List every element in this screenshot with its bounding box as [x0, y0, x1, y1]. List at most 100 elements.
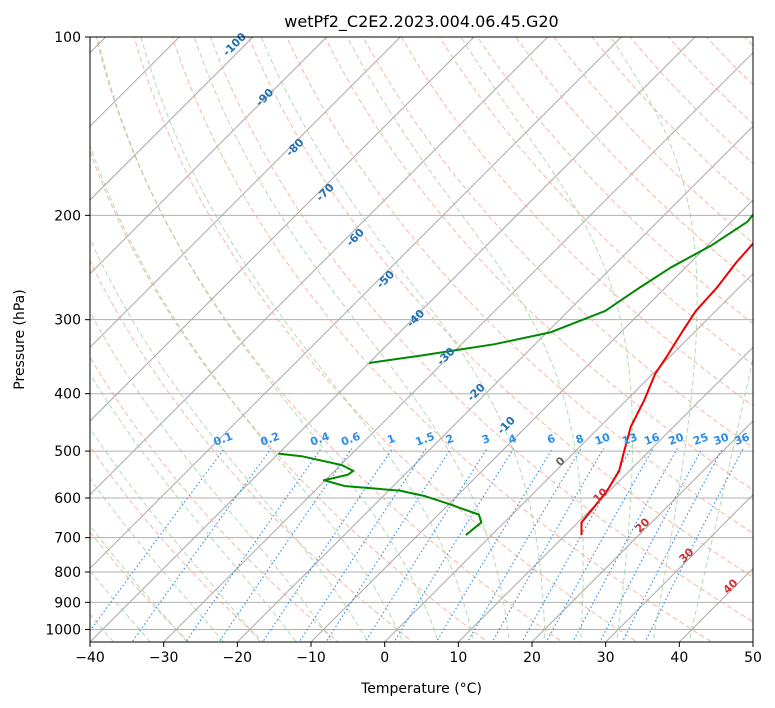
x-tick-label: 20 — [523, 650, 541, 666]
moist-adiabat-line — [90, 477, 225, 642]
dry-adiabat-line — [400, 37, 753, 407]
dry-adiabat-label: -30 — [434, 345, 457, 368]
isotherm-line — [90, 37, 254, 201]
dry-adiabat-label: -50 — [374, 268, 397, 291]
x-tick-label: 10 — [449, 650, 467, 666]
y-tick-label: 500 — [54, 444, 81, 460]
dry-adiabat-line — [438, 37, 753, 366]
moist-adiabat-line — [90, 237, 369, 642]
moist-adiabat-line — [90, 372, 297, 642]
moist-adiabat-line — [193, 37, 510, 642]
mixing-ratio-label: 0.2 — [259, 430, 282, 449]
dewpoint-profile — [278, 452, 483, 536]
x-tick-label: 50 — [744, 650, 762, 666]
isotherm-line — [752, 641, 753, 642]
x-tick-label: −20 — [223, 650, 253, 666]
mixing-ratio-label: 10 — [593, 430, 612, 448]
isotherm-line — [90, 37, 328, 275]
mixing-ratio-label: 30 — [712, 430, 731, 448]
dry-adiabat-label: -10 — [495, 414, 518, 437]
moist-adiabat-label: 40 — [721, 576, 741, 596]
moist-adiabat-line — [90, 524, 188, 642]
dry-adiabat-label: -70 — [314, 181, 337, 204]
y-tick-label: 400 — [54, 387, 81, 403]
moist-adiabat-line — [610, 37, 698, 642]
dry-adiabat-line — [209, 37, 753, 623]
mixing-ratio-line — [325, 448, 452, 642]
mixing-ratio-label: 1.5 — [414, 430, 437, 449]
mixing-ratio-line — [364, 448, 488, 642]
dry-adiabat-line — [744, 37, 753, 47]
temperature-profile — [580, 242, 753, 536]
dry-adiabat-line — [705, 37, 753, 86]
moist-adiabat-line — [260, 37, 546, 642]
dry-adiabat-line — [90, 445, 265, 642]
mixing-ratio-label: 0.6 — [339, 430, 362, 449]
mixing-ratio-line — [491, 448, 605, 642]
y-tick-label: 1000 — [45, 622, 81, 638]
dry-adiabat-line — [324, 37, 753, 491]
isotherm-line — [236, 125, 753, 642]
mixing-ratio-label: 8 — [574, 432, 586, 447]
dry-adiabat-label: -100 — [220, 30, 249, 59]
mixing-ratio-label: 13 — [620, 431, 639, 448]
moist-adiabat-line — [140, 37, 475, 642]
y-tick-label: 200 — [54, 208, 81, 224]
dry-adiabat-label: -80 — [283, 136, 306, 159]
mixing-ratio-label: 1 — [385, 432, 397, 447]
moist-adiabat-line — [90, 310, 333, 642]
mixing-ratio-label: 20 — [667, 430, 686, 448]
mixing-ratio-line — [599, 448, 703, 642]
y-tick-label: 900 — [54, 595, 81, 611]
mixing-ratio-line — [572, 448, 678, 642]
dry-adiabat-line — [90, 259, 414, 642]
moist-adiabat-label: 20 — [633, 515, 653, 535]
isotherm-line — [90, 37, 402, 349]
y-tick-label: 800 — [54, 565, 81, 581]
y-axis-title: Pressure (hPa) — [12, 289, 28, 389]
mixing-ratio-label: 0.4 — [309, 430, 332, 449]
x-tick-label: −40 — [75, 650, 105, 666]
dry-adiabat-line — [171, 37, 713, 642]
isotherm-line — [90, 37, 181, 128]
isotherm-line — [90, 37, 549, 496]
dry-adiabat-line — [90, 150, 489, 642]
isotherm-line — [604, 493, 753, 642]
moist-adiabat-line — [346, 37, 584, 642]
y-tick-label: 600 — [54, 491, 81, 507]
mixing-ratio-label: 16 — [642, 430, 661, 448]
moist-adiabat-line — [90, 144, 404, 642]
mixing-ratio-label: 0.1 — [212, 430, 235, 449]
mixing-ratio-label: 2 — [444, 432, 456, 447]
y-tick-label: 100 — [54, 30, 81, 46]
chart-title: wetPf2_C2E2.2023.004.06.45.G20 — [284, 12, 558, 32]
isotherm-line — [90, 37, 696, 642]
isotherm-line — [531, 420, 753, 642]
dry-adiabat-line — [90, 531, 190, 642]
mixing-ratio-line — [644, 448, 744, 642]
dry-adiabat-label: -90 — [253, 86, 276, 109]
x-tick-label: −10 — [296, 650, 326, 666]
axes: −40 −30 −20 −10 0 10 20 30 40 50 1000 900 800 700 600 5… — [45, 30, 762, 666]
dry-adiabat-line — [476, 37, 753, 325]
moist-adiabat-line — [90, 427, 261, 642]
x-tick-label: 40 — [670, 650, 688, 666]
moist-adiabat-line — [96, 37, 439, 642]
y-tick-label: 700 — [54, 531, 81, 547]
adiabat-labels: 0.1 0.2 0.4 0.6 1 1.5 2 3 4 6 8 10 13 16 20 25 30 36-100-… — [212, 30, 752, 597]
mixing-ratio-label: 4 — [507, 432, 519, 447]
y-tick-label: 300 — [54, 313, 81, 329]
dry-adiabat-label: -20 — [465, 381, 488, 404]
mixing-ratio-label: 36 — [733, 430, 752, 448]
mixing-ratio-line — [218, 448, 353, 642]
mixing-ratio-label: 3 — [480, 432, 492, 447]
mixing-ratio-line — [90, 448, 225, 632]
isotherm-line — [162, 51, 753, 642]
moist-adiabat-line — [90, 570, 152, 642]
dewpoint-upper-profile — [368, 213, 753, 364]
isotherm-line — [90, 37, 475, 422]
mixing-ratio-label: 25 — [691, 431, 710, 448]
mixing-ratio-line — [545, 448, 654, 642]
